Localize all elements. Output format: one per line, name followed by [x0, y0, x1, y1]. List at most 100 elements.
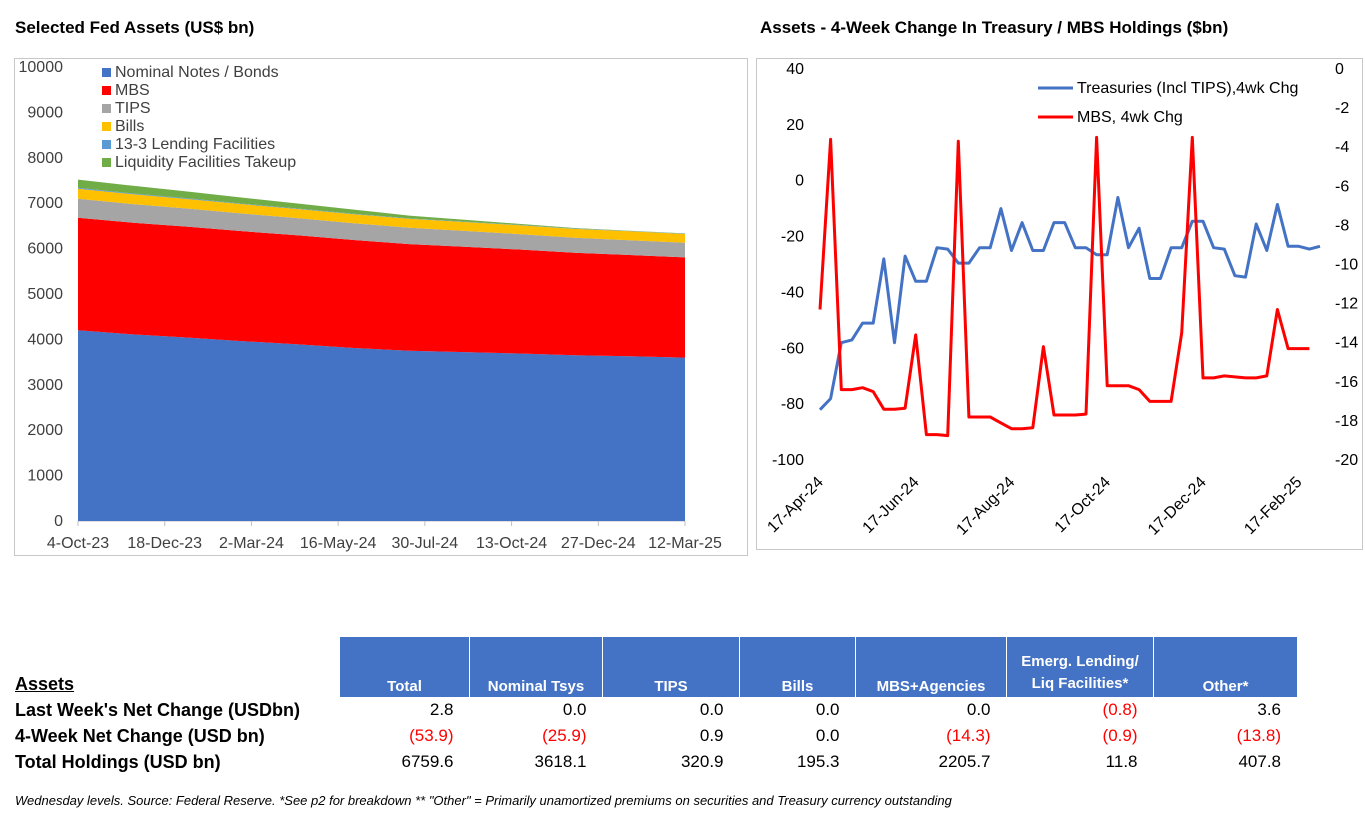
- header-nominal-tsys: Nominal Tsys: [469, 637, 603, 697]
- fed-assets-area-chart: 0 1000 2000 3000 4000 5000 6000 7000 8000 9000 100…: [19, 59, 723, 552]
- right-y-tick-label: -20: [1335, 452, 1358, 469]
- right-y-tick-label: -8: [1335, 217, 1349, 234]
- right-y-tick-label: 0: [1335, 61, 1344, 78]
- legend-label-2: TIPS: [115, 100, 151, 117]
- chart2-title: Assets - 4-Week Change In Treasury / MBS…: [760, 18, 1229, 37]
- table-cell: 407.8: [1238, 752, 1281, 771]
- holdings-change-chart-panel: -100 -80 -60 -40 -20 0 20 40 -20 -18 -16 -14 -12 -10-…: [756, 58, 1363, 550]
- header-bills: Bills: [739, 637, 856, 697]
- x-tick-label: 17-Aug-24: [953, 474, 1018, 539]
- left-y-tick-label: -40: [781, 284, 804, 301]
- header-tips: TIPS: [602, 637, 740, 697]
- table-cell: 0.0: [966, 700, 991, 719]
- legend-label-1: MBS: [115, 82, 150, 99]
- right-y-tick-label: -18: [1335, 413, 1358, 430]
- line-series-1: [818, 135, 1310, 438]
- table-cell: (25.9): [542, 726, 587, 745]
- table-row: Total Holdings (USD bn) 6759.6 3618.1 320.9…: [12, 749, 1297, 775]
- left-y-tick-label: -80: [781, 396, 804, 413]
- legend-swatch-0: [102, 68, 111, 77]
- x-tick-label: 17-Apr-24: [764, 474, 826, 536]
- chart1-title: Selected Fed Assets (US$ bn): [15, 18, 255, 37]
- header-mbs-agencies: MBS+Agencies: [855, 637, 1007, 697]
- legend-swatch-3: [102, 122, 111, 131]
- header-emerg-lending: Emerg. Lending/ Liq Facilities*: [1006, 637, 1154, 697]
- legend-swatch-5: [102, 158, 111, 167]
- table-title: Assets: [12, 637, 340, 697]
- y-tick-label: 10000: [19, 59, 64, 76]
- y-tick-label: 0: [54, 513, 63, 530]
- table-cell: 0.0: [815, 700, 840, 719]
- holdings-change-line-chart: -100-80-60-40-2002040-20-18-16-14-12-10-…: [764, 61, 1358, 539]
- table-cell: 320.9: [680, 752, 724, 771]
- footnote: Wednesday levels. Source: Federal Reserv…: [15, 793, 952, 808]
- area-series-3: [78, 188, 685, 243]
- right-y-tick-label: -14: [1335, 335, 1358, 352]
- right-y-tick-label: -16: [1335, 374, 1358, 391]
- assets-table: Assets Total Nominal Tsys TIPS Bills MBS…: [12, 637, 1297, 775]
- row-label: 4-Week Net Change (USD bn): [15, 725, 265, 746]
- left-y-tick-label: -60: [781, 340, 804, 357]
- legend-label-3: Bills: [115, 118, 144, 135]
- area-series-1: [78, 217, 685, 358]
- table-cell: (0.9): [1102, 726, 1138, 745]
- y-tick-label: 2000: [27, 422, 63, 439]
- x-tick-label: 30-Jul-24: [392, 535, 459, 552]
- x-tick-label: 18-Dec-23: [127, 535, 202, 552]
- legend-label-5: Liquidity Facilities Takeup: [115, 154, 296, 171]
- right-y-tick-label: -4: [1335, 139, 1349, 156]
- legend-label-4: 13-3 Lending Facilities: [115, 136, 275, 153]
- header-other: Other*: [1153, 637, 1297, 697]
- table-cell: (13.8): [1236, 726, 1281, 745]
- y-tick-label: 6000: [27, 241, 63, 258]
- legend-label-0: Nominal Notes / Bonds: [115, 64, 279, 81]
- table-cell: 0.0: [815, 726, 840, 745]
- row-label: Total Holdings (USD bn): [15, 751, 221, 772]
- y-tick-label: 7000: [27, 195, 63, 212]
- left-y-tick-label: 0: [795, 173, 804, 190]
- x-tick-label: 4-Oct-23: [47, 535, 109, 552]
- x-tick-label: 17-Jun-24: [860, 474, 923, 537]
- table-cell: 195.3: [796, 752, 840, 771]
- table-cell: 2205.7: [938, 752, 991, 771]
- table-cell: 3.6: [1257, 700, 1281, 719]
- left-y-tick-label: -100: [772, 452, 804, 469]
- table-row: 4-Week Net Change (USD bn) (53.9) (25.9) 0.…: [12, 723, 1297, 749]
- table-row: Last Week's Net Change (USDbn) 2.8 0.0 0.0 0…: [12, 697, 1297, 723]
- x-tick-label: 13-Oct-24: [476, 535, 547, 552]
- y-tick-label: 3000: [27, 377, 63, 394]
- table-cell: 0.9: [699, 726, 724, 745]
- y-tick-label: 5000: [27, 286, 63, 303]
- legend-label-0: Treasuries (Incl TIPS),4wk Chg: [1077, 80, 1298, 97]
- x-tick-label: 17-Oct-24: [1052, 474, 1114, 536]
- table-header-row: Assets Total Nominal Tsys TIPS Bills MBS…: [12, 637, 1297, 697]
- left-y-tick-label: -20: [781, 229, 804, 246]
- y-tick-label: 1000: [27, 468, 63, 485]
- table-cell: 6759.6: [401, 752, 454, 771]
- y-tick-label: 9000: [27, 104, 63, 121]
- left-y-tick-label: 40: [786, 61, 804, 78]
- x-tick-label: 16-May-24: [300, 535, 377, 552]
- table-cell: 0.0: [699, 700, 724, 719]
- area-series-2: [78, 198, 685, 258]
- table-cell: (53.9): [409, 726, 454, 745]
- right-y-tick-label: -6: [1335, 178, 1349, 195]
- y-tick-label: 8000: [27, 150, 63, 167]
- table-cell: (0.8): [1102, 700, 1138, 719]
- table-cell: 2.8: [429, 700, 454, 719]
- table-cell: (14.3): [946, 726, 991, 745]
- table-cell: 11.8: [1105, 752, 1138, 771]
- legend-swatch-1: [102, 86, 111, 95]
- right-y-tick-label: -10: [1335, 257, 1358, 274]
- line-series-0: [818, 196, 1321, 411]
- x-tick-label: 17-Feb-25: [1241, 474, 1305, 538]
- x-tick-label: 12-Mar-25: [648, 535, 722, 552]
- row-label: Last Week's Net Change (USDbn): [15, 699, 300, 720]
- y-tick-label: 4000: [27, 331, 63, 348]
- left-y-tick-label: 20: [786, 117, 804, 134]
- fed-assets-chart-panel: 0 1000 2000 3000 4000 5000 6000 7000 8000 9000 100…: [14, 58, 748, 556]
- table-cell: 0.0: [562, 700, 587, 719]
- header-total: Total: [339, 637, 470, 697]
- x-tick-label: 17-Dec-24: [1145, 474, 1210, 539]
- area-series-0: [78, 330, 685, 521]
